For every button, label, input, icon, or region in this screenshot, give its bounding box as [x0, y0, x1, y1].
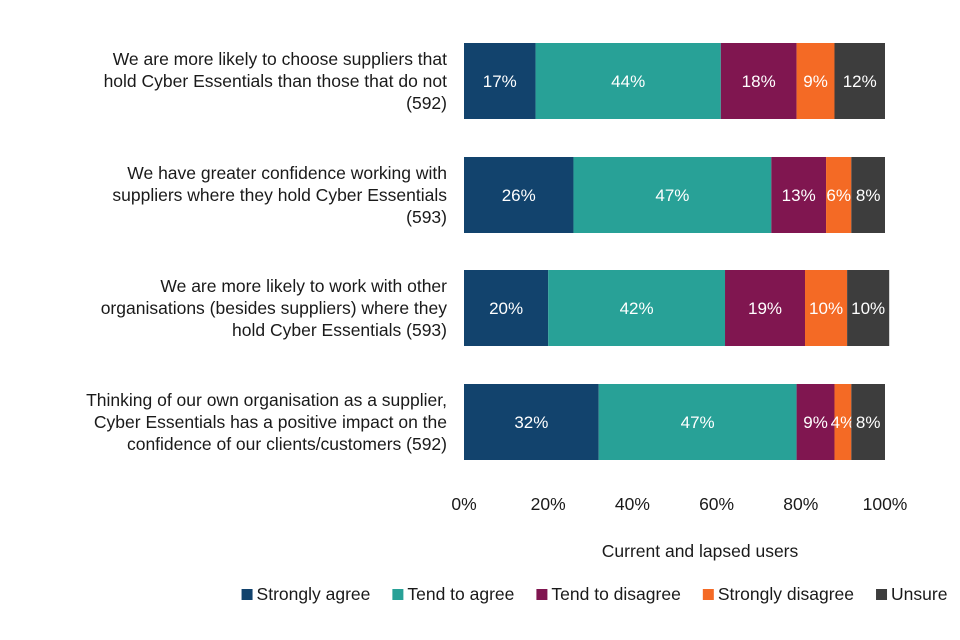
legend-item: Unsure: [876, 584, 947, 604]
legend-swatch: [392, 589, 404, 600]
category-label-line: We are more likely to choose suppliers t…: [113, 49, 447, 69]
data-label: 19%: [748, 299, 782, 318]
data-label: 10%: [809, 299, 843, 318]
category-label: We are more likely to choose suppliers t…: [104, 49, 448, 113]
bar-segment-unsure: [847, 270, 890, 346]
bar-segment-strongly-agree: [464, 157, 574, 233]
x-tick-label: 100%: [863, 494, 908, 514]
category-label-line: hold Cyber Essentials (593): [232, 320, 447, 340]
data-label: 47%: [655, 186, 689, 205]
category-label-line: We have greater confidence working with: [127, 163, 447, 183]
legend-swatch: [536, 589, 548, 600]
bar-segment-tend-to-disagree: [771, 157, 827, 233]
x-tick-label: 80%: [783, 494, 818, 514]
legend-item: Tend to agree: [392, 584, 514, 604]
category-label-line: confidence of our clients/customers (592…: [127, 434, 447, 454]
data-label: 13%: [782, 186, 816, 205]
bar-segment-unsure: [851, 157, 885, 233]
category-label-line: (593): [406, 207, 447, 227]
legend-item: Strongly disagree: [702, 584, 854, 604]
bar-segment-tend-to-agree: [548, 270, 726, 346]
legend-swatch: [241, 589, 253, 600]
legend-item: Tend to disagree: [536, 584, 681, 604]
x-tick-label: 20%: [531, 494, 566, 514]
data-label: 20%: [489, 299, 523, 318]
data-label: 18%: [742, 72, 776, 91]
legend-swatch: [876, 589, 888, 600]
category-label-line: Cyber Essentials has a positive impact o…: [94, 412, 447, 432]
data-label: 10%: [851, 299, 885, 318]
data-label: 4%: [831, 413, 856, 432]
x-tick-label: 60%: [699, 494, 734, 514]
data-label: 32%: [514, 413, 548, 432]
bar-segment-tend-to-agree: [598, 384, 797, 460]
bar-segment-tend-to-disagree: [796, 384, 835, 460]
data-label: 8%: [856, 413, 881, 432]
legend: Strongly agree Tend to agree Tend to disag…: [241, 584, 947, 604]
bars: 17% 44% 18% 9% 12% 26% 47% 13% 6% 8% 20% 42% 19% 10% 1…: [464, 43, 890, 460]
bar-segment-strongly-agree: [464, 270, 549, 346]
bar-segment-strongly-agree: [464, 43, 536, 119]
bar-segment-tend-to-agree: [573, 157, 772, 233]
category-labels: We are more likely to choose suppliers t…: [86, 49, 447, 454]
bar-segment-strongly-disagree: [834, 384, 852, 460]
x-axis: Current and lapsed users 0% 20% 40% 60% 80% 1…: [451, 494, 907, 561]
legend-label: Tend to disagree: [551, 584, 680, 604]
bar-segment-strongly-disagree: [826, 157, 852, 233]
bar-segment-strongly-disagree: [805, 270, 848, 346]
legend-label: Tend to agree: [407, 584, 514, 604]
data-label: 6%: [826, 186, 851, 205]
data-label: 9%: [803, 413, 828, 432]
x-tick-label: 40%: [615, 494, 650, 514]
x-axis-title: Current and lapsed users: [602, 541, 799, 561]
data-label: 26%: [502, 186, 536, 205]
category-label-line: suppliers where they hold Cyber Essentia…: [112, 185, 447, 205]
data-label: 9%: [803, 72, 828, 91]
category-label: We have greater confidence working with s…: [112, 163, 447, 227]
category-label-line: hold Cyber Essentials than those that do…: [104, 71, 448, 91]
bar-segment-unsure: [834, 43, 885, 119]
legend-item: Strongly agree: [241, 584, 371, 604]
legend-label: Strongly agree: [257, 584, 371, 604]
legend-swatch: [702, 589, 714, 600]
bar-segment-strongly-disagree: [796, 43, 835, 119]
category-label-line: Thinking of our own organisation as a su…: [86, 390, 447, 410]
data-label: 17%: [483, 72, 517, 91]
x-tick-label: 0%: [451, 494, 476, 514]
bar-segment-unsure: [851, 384, 885, 460]
bar-segment-tend-to-agree: [535, 43, 721, 119]
bar-segment-tend-to-disagree: [720, 43, 797, 119]
category-label-line: organisations (besides suppliers) where …: [101, 298, 448, 318]
bar-segment-tend-to-disagree: [725, 270, 806, 346]
legend-label: Unsure: [891, 584, 947, 604]
category-label: We are more likely to work with other org…: [101, 276, 448, 340]
category-label-line: We are more likely to work with other: [160, 276, 447, 296]
data-label: 12%: [843, 72, 877, 91]
data-label: 42%: [620, 299, 654, 318]
bar-segment-strongly-agree: [464, 384, 599, 460]
data-label: 8%: [856, 186, 881, 205]
data-label: 47%: [681, 413, 715, 432]
legend-label: Strongly disagree: [718, 584, 854, 604]
category-label: Thinking of our own organisation as a su…: [86, 390, 447, 454]
data-label: 44%: [611, 72, 645, 91]
category-label-line: (592): [406, 93, 447, 113]
